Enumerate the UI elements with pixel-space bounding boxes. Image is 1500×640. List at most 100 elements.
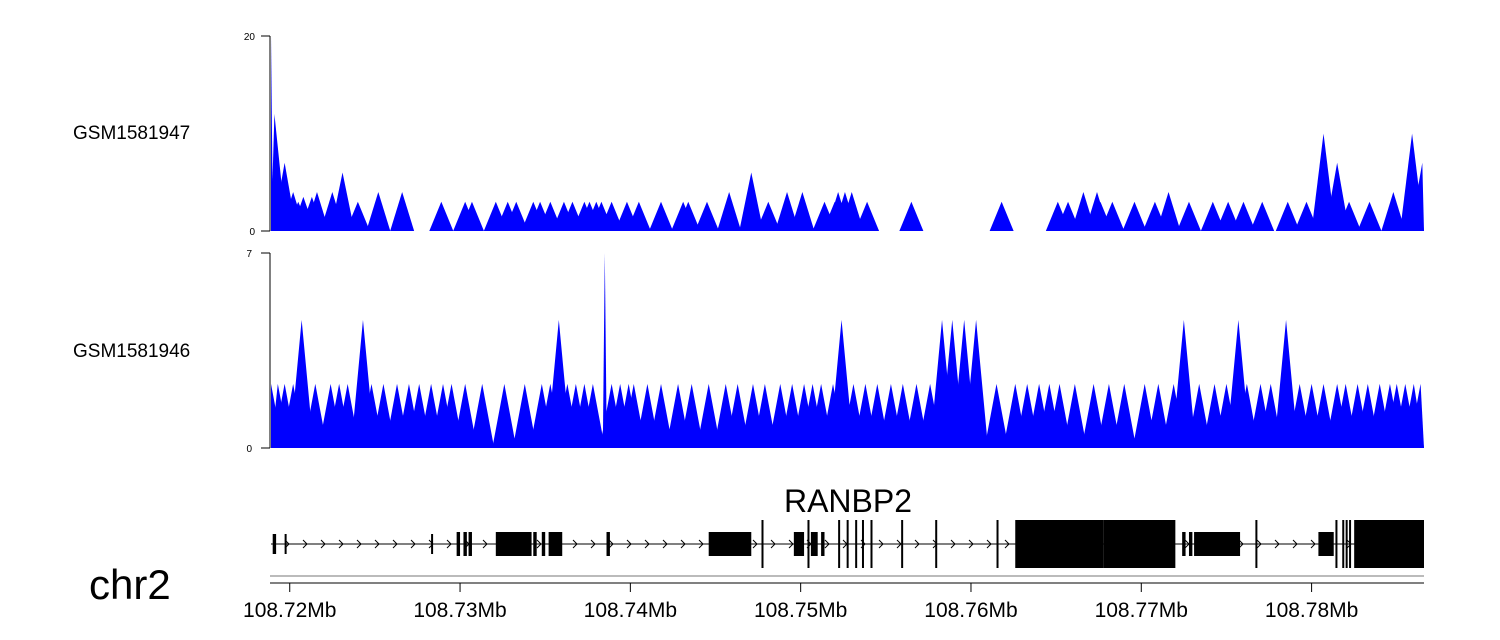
strand-arrow: [752, 539, 758, 549]
strand-arrow: [608, 539, 614, 549]
peak-0-55: [1100, 201, 1125, 231]
exon-0: [272, 534, 277, 554]
exon-26: [1103, 520, 1176, 568]
strand-arrow: [392, 539, 398, 549]
strand-arrow: [698, 539, 704, 549]
exon-23: [935, 520, 938, 568]
exon-21: [870, 520, 873, 568]
exon-33: [1342, 520, 1345, 568]
peak-1-28: [580, 383, 605, 448]
strand-arrow: [986, 539, 992, 549]
peak-0-38: [739, 172, 764, 231]
peak-0-17: [459, 201, 484, 231]
exon-20: [861, 520, 864, 568]
chromosome-label: chr2: [89, 561, 171, 608]
strand-arrow: [788, 539, 794, 549]
peak-0-49: [989, 201, 1014, 231]
peak-0-64: [1275, 201, 1300, 231]
strand-arrow: [680, 539, 686, 549]
y-tick-label-max-track1: 20: [244, 32, 256, 43]
exon-35: [1349, 520, 1352, 568]
peak-1-21: [512, 383, 537, 448]
strand-arrow: [896, 539, 902, 549]
peak-1-61: [984, 383, 1009, 448]
strand-arrow: [914, 539, 920, 549]
strand-arrow: [1256, 539, 1262, 549]
peak-1-20: [492, 383, 517, 448]
peak-0-68: [1337, 201, 1362, 231]
peak-1-72: [1146, 383, 1171, 448]
track-label-gsm1581946: GSM1581946: [73, 341, 190, 362]
peak-0-14: [390, 192, 415, 231]
exon-5: [468, 532, 472, 556]
y-tick-label-min-track1: 0: [249, 227, 255, 238]
signal-peaks-gsm1581946: [271, 253, 1424, 448]
exon-10: [606, 532, 610, 556]
track-gsm1581947: GSM1581947 20 0: [73, 32, 1424, 238]
peak-0-69: [1357, 201, 1382, 231]
axis-tick-label-1: 108.73Mb: [413, 599, 506, 622]
axis-tick-label-5: 108.77Mb: [1095, 599, 1188, 622]
strand-arrow: [644, 539, 650, 549]
peak-1-68: [1081, 383, 1106, 448]
strand-arrow: [572, 539, 578, 549]
strand-arrow: [410, 539, 416, 549]
peak-0-40: [775, 192, 800, 231]
peak-0-30: [599, 201, 624, 231]
exon-15: [810, 532, 818, 556]
strand-arrow: [1274, 539, 1280, 549]
exon-13: [793, 532, 805, 556]
signal-peaks-gsm1581947: [271, 36, 1424, 231]
peak-0-13: [366, 192, 391, 231]
y-tick-label-min-track2: 0: [246, 444, 252, 455]
exon-11: [708, 532, 752, 556]
exon-24: [996, 520, 999, 568]
strand-arrow: [770, 539, 776, 549]
strand-arrow: [482, 539, 488, 549]
peak-0-70: [1381, 192, 1406, 231]
peak-0-48: [899, 201, 924, 231]
axis-tick-label-2: 108.74Mb: [584, 599, 677, 622]
peak-0-11: [330, 172, 355, 231]
strand-arrow: [374, 539, 380, 549]
peak-1-4: [289, 319, 314, 448]
peak-1-42: [752, 383, 777, 448]
strand-arrow: [536, 539, 542, 549]
exon-1: [284, 534, 287, 554]
strand-arrow: [1292, 539, 1298, 549]
peak-0-47: [855, 201, 880, 231]
peak-1-66: [1047, 383, 1072, 448]
strand-arrow: [1238, 539, 1244, 549]
strand-arrow: [626, 539, 632, 549]
exon-7: [533, 532, 537, 556]
y-tick-label-max-track2: 7: [246, 249, 252, 260]
exon-30: [1255, 520, 1258, 568]
peak-0-62: [1231, 201, 1256, 231]
peak-0-32: [626, 201, 651, 231]
gene-track: RANBP2: [271, 483, 1424, 568]
exon-16: [821, 532, 825, 556]
exon-9: [548, 532, 563, 556]
track-label-gsm1581947: GSM1581947: [73, 123, 190, 144]
peak-0-67: [1325, 162, 1350, 231]
peak-1-35: [649, 383, 674, 448]
exon-25: [1015, 520, 1104, 568]
peak-0-60: [1200, 201, 1225, 231]
peak-0-9: [304, 192, 329, 231]
strand-arrow: [824, 539, 830, 549]
exon-31: [1318, 532, 1334, 556]
peak-1-82: [1274, 319, 1299, 448]
exon-34: [1345, 520, 1348, 568]
chromosome-axis: chr2 108.72Mb 108.73Mb 108.74Mb 108.75Mb 108…: [89, 561, 1424, 622]
exon-28: [1188, 532, 1193, 556]
peak-0-61: [1216, 201, 1241, 231]
exon-18: [846, 520, 849, 568]
peak-0-36: [694, 201, 719, 231]
peak-0-41: [790, 192, 815, 231]
axis-tick-label-6: 108.78Mb: [1265, 599, 1358, 622]
exon-32: [1335, 520, 1338, 568]
track-gsm1581946: GSM1581946 7 0: [73, 249, 1424, 455]
exon-27: [1182, 532, 1186, 556]
exon-29: [1194, 532, 1241, 556]
peak-0-72: [1410, 162, 1424, 231]
